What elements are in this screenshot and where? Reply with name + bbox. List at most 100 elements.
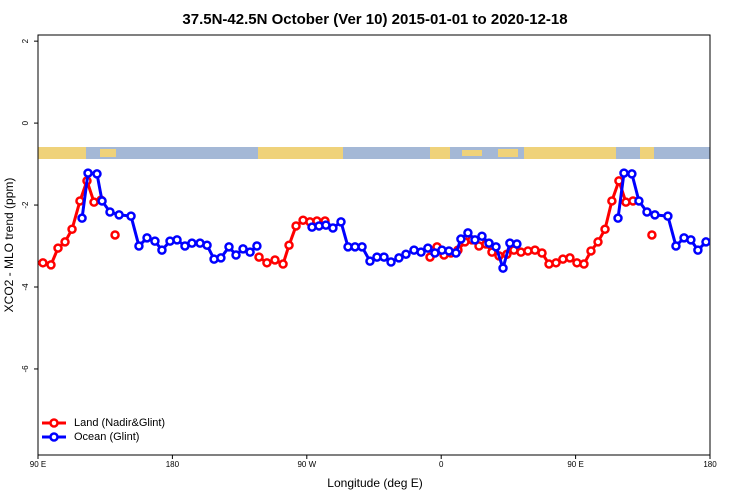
data-point — [77, 213, 87, 223]
data-point — [142, 233, 152, 243]
data-point — [150, 236, 160, 246]
data-point — [401, 249, 411, 259]
y-tick-label: 2 — [21, 38, 30, 43]
data-point — [284, 240, 294, 250]
data-point — [663, 211, 673, 221]
data-point — [328, 223, 338, 233]
x-tick-label: 90 E — [567, 460, 583, 469]
x-tick-label: 90 E — [30, 460, 46, 469]
y-axis-label: XCO2 - MLO trend (ppm) — [2, 178, 16, 313]
land-strip — [524, 147, 616, 159]
data-point — [386, 257, 396, 267]
data-point — [83, 168, 93, 178]
y-tick-label: -6 — [21, 365, 30, 373]
series-line — [42, 176, 102, 267]
data-point — [423, 243, 433, 253]
land-strip — [462, 150, 482, 156]
data-point — [693, 245, 703, 255]
data-point — [336, 217, 346, 227]
legend-label: Ocean (Glint) — [74, 431, 139, 443]
data-point — [238, 244, 248, 254]
data-point — [551, 258, 561, 268]
data-point — [270, 255, 280, 265]
data-point — [619, 168, 629, 178]
data-point — [491, 242, 501, 252]
data-point — [379, 252, 389, 262]
data-point — [245, 247, 255, 257]
data-point — [365, 256, 375, 266]
land-strip — [640, 147, 654, 159]
data-point — [252, 241, 262, 251]
data-point — [650, 210, 660, 220]
data-point — [60, 237, 70, 247]
data-point — [647, 230, 657, 240]
data-point — [92, 169, 102, 179]
data-point — [537, 248, 547, 258]
data-point — [157, 245, 167, 255]
data-point — [134, 241, 144, 251]
x-tick-label: 180 — [703, 460, 717, 469]
data-point — [627, 169, 637, 179]
y-tick-label: -4 — [21, 283, 30, 291]
plot-area — [38, 168, 710, 274]
land-strip — [498, 149, 518, 157]
y-tick-label: 0 — [21, 120, 30, 125]
legend-marker — [49, 432, 59, 442]
y-tick-label: -2 — [21, 201, 30, 209]
data-point — [600, 224, 610, 234]
data-point — [701, 237, 710, 247]
data-point — [456, 234, 466, 244]
data-point — [477, 231, 487, 241]
data-point — [357, 242, 367, 252]
data-point — [187, 238, 197, 248]
data-point — [254, 252, 264, 262]
data-point — [470, 235, 480, 245]
data-point — [451, 248, 461, 258]
data-point — [97, 196, 107, 206]
data-point — [262, 258, 272, 268]
data-point — [46, 260, 56, 270]
map-strip — [38, 147, 710, 159]
chart-title: 37.5N-42.5N October (Ver 10) 2015-01-01 … — [182, 11, 567, 28]
data-point — [114, 210, 124, 220]
data-point — [686, 235, 696, 245]
legend-label: Land (Nadir&Glint) — [74, 417, 165, 429]
data-point — [291, 221, 301, 231]
data-point — [394, 253, 404, 263]
data-point — [484, 238, 494, 248]
data-point — [202, 240, 212, 250]
land-strip — [38, 147, 86, 159]
data-point — [67, 224, 77, 234]
data-point — [586, 246, 596, 256]
data-point — [634, 196, 644, 206]
data-point — [110, 230, 120, 240]
data-point — [75, 196, 85, 206]
data-point — [216, 253, 226, 263]
data-point — [172, 235, 182, 245]
data-point — [512, 239, 522, 249]
data-point — [224, 242, 234, 252]
data-point — [593, 237, 603, 247]
data-point — [126, 211, 136, 221]
data-point — [38, 258, 48, 268]
data-point — [231, 250, 241, 260]
data-point — [642, 207, 652, 217]
data-point — [53, 243, 63, 253]
data-point — [416, 247, 426, 257]
data-point — [607, 196, 617, 206]
x-tick-label: 0 — [439, 460, 444, 469]
data-point — [671, 241, 681, 251]
data-point — [565, 253, 575, 263]
x-tick-label: 180 — [166, 460, 180, 469]
legend-marker — [49, 418, 59, 428]
data-point — [278, 259, 288, 269]
land-strip — [430, 147, 450, 159]
x-axis-label: Longitude (deg E) — [327, 476, 422, 490]
data-point — [105, 207, 115, 217]
land-strip — [258, 147, 343, 159]
land-strip — [100, 149, 116, 157]
data-point — [579, 259, 589, 269]
data-point — [463, 228, 473, 238]
data-point — [613, 213, 623, 223]
